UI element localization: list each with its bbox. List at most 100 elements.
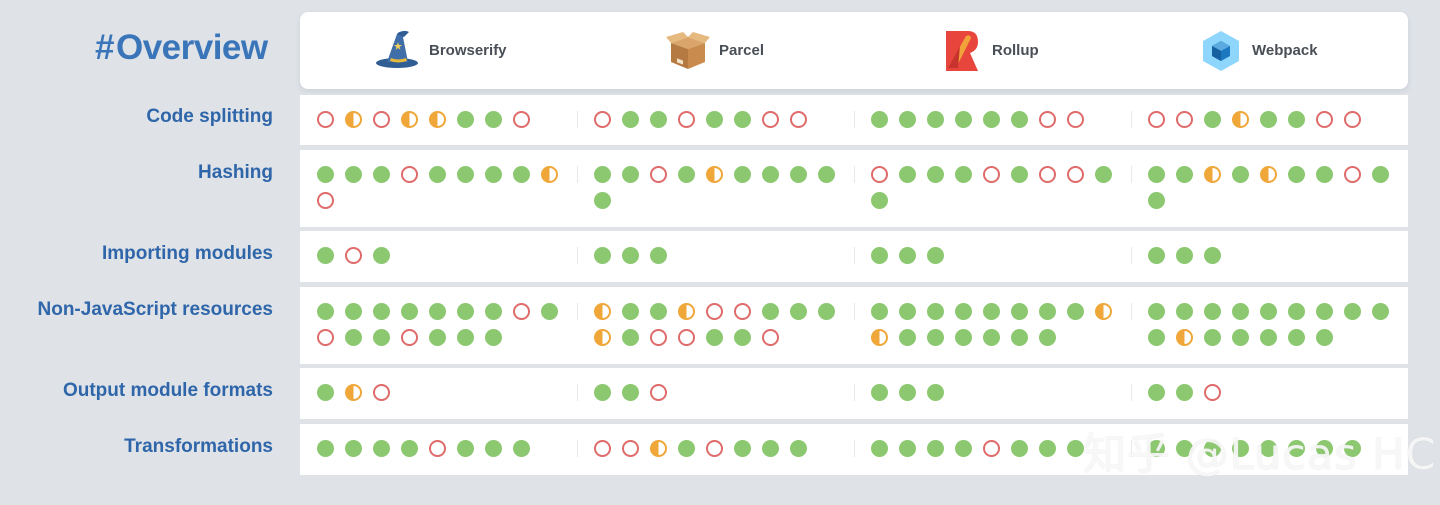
supported-dot[interactable] — [1372, 303, 1389, 320]
supported-dot[interactable] — [1176, 384, 1193, 401]
supported-dot[interactable] — [345, 303, 362, 320]
supported-dot[interactable] — [927, 440, 944, 457]
supported-dot[interactable] — [955, 166, 972, 183]
unsupported-dot[interactable] — [373, 111, 390, 128]
supported-dot[interactable] — [1095, 166, 1112, 183]
unsupported-dot[interactable] — [678, 111, 695, 128]
supported-dot[interactable] — [734, 329, 751, 346]
partial-dot[interactable] — [706, 166, 723, 183]
supported-dot[interactable] — [1067, 303, 1084, 320]
supported-dot[interactable] — [594, 192, 611, 209]
supported-dot[interactable] — [1039, 303, 1056, 320]
supported-dot[interactable] — [650, 111, 667, 128]
supported-dot[interactable] — [1176, 166, 1193, 183]
unsupported-dot[interactable] — [871, 166, 888, 183]
unsupported-dot[interactable] — [983, 440, 1000, 457]
supported-dot[interactable] — [871, 247, 888, 264]
partial-dot[interactable] — [650, 440, 667, 457]
unsupported-dot[interactable] — [622, 440, 639, 457]
partial-dot[interactable] — [871, 329, 888, 346]
supported-dot[interactable] — [622, 384, 639, 401]
unsupported-dot[interactable] — [594, 440, 611, 457]
supported-dot[interactable] — [1372, 166, 1389, 183]
supported-dot[interactable] — [1148, 384, 1165, 401]
unsupported-dot[interactable] — [513, 111, 530, 128]
supported-dot[interactable] — [1039, 329, 1056, 346]
supported-dot[interactable] — [457, 166, 474, 183]
supported-dot[interactable] — [762, 440, 779, 457]
tool-browserify[interactable]: Browserify — [375, 12, 507, 89]
tool-parcel[interactable]: Parcel — [665, 12, 764, 89]
unsupported-dot[interactable] — [983, 166, 1000, 183]
supported-dot[interactable] — [1232, 440, 1249, 457]
supported-dot[interactable] — [1148, 329, 1165, 346]
supported-dot[interactable] — [373, 440, 390, 457]
supported-dot[interactable] — [401, 303, 418, 320]
supported-dot[interactable] — [429, 329, 446, 346]
supported-dot[interactable] — [1011, 329, 1028, 346]
supported-dot[interactable] — [1011, 303, 1028, 320]
partial-dot[interactable] — [1176, 329, 1193, 346]
supported-dot[interactable] — [373, 303, 390, 320]
unsupported-dot[interactable] — [706, 440, 723, 457]
supported-dot[interactable] — [1260, 329, 1277, 346]
supported-dot[interactable] — [734, 440, 751, 457]
supported-dot[interactable] — [541, 303, 558, 320]
tool-webpack[interactable]: Webpack — [1198, 12, 1318, 89]
supported-dot[interactable] — [1316, 440, 1333, 457]
supported-dot[interactable] — [594, 384, 611, 401]
supported-dot[interactable] — [622, 247, 639, 264]
supported-dot[interactable] — [1316, 166, 1333, 183]
supported-dot[interactable] — [899, 329, 916, 346]
supported-dot[interactable] — [899, 440, 916, 457]
unsupported-dot[interactable] — [594, 111, 611, 128]
unsupported-dot[interactable] — [762, 111, 779, 128]
supported-dot[interactable] — [1148, 303, 1165, 320]
supported-dot[interactable] — [678, 166, 695, 183]
supported-dot[interactable] — [345, 329, 362, 346]
unsupported-dot[interactable] — [650, 384, 667, 401]
supported-dot[interactable] — [871, 303, 888, 320]
tool-rollup[interactable]: Rollup — [938, 12, 1039, 89]
unsupported-dot[interactable] — [317, 329, 334, 346]
unsupported-dot[interactable] — [1039, 166, 1056, 183]
unsupported-dot[interactable] — [1344, 166, 1361, 183]
supported-dot[interactable] — [762, 303, 779, 320]
supported-dot[interactable] — [927, 303, 944, 320]
supported-dot[interactable] — [927, 166, 944, 183]
supported-dot[interactable] — [1204, 303, 1221, 320]
supported-dot[interactable] — [1288, 329, 1305, 346]
supported-dot[interactable] — [317, 440, 334, 457]
unsupported-dot[interactable] — [650, 329, 667, 346]
supported-dot[interactable] — [1288, 440, 1305, 457]
partial-dot[interactable] — [1260, 166, 1277, 183]
supported-dot[interactable] — [871, 384, 888, 401]
supported-dot[interactable] — [1260, 440, 1277, 457]
unsupported-dot[interactable] — [317, 111, 334, 128]
unsupported-dot[interactable] — [513, 303, 530, 320]
supported-dot[interactable] — [1011, 440, 1028, 457]
supported-dot[interactable] — [899, 247, 916, 264]
supported-dot[interactable] — [790, 303, 807, 320]
unsupported-dot[interactable] — [706, 303, 723, 320]
supported-dot[interactable] — [373, 247, 390, 264]
unsupported-dot[interactable] — [650, 166, 667, 183]
partial-dot[interactable] — [1095, 303, 1112, 320]
partial-dot[interactable] — [594, 303, 611, 320]
supported-dot[interactable] — [594, 166, 611, 183]
supported-dot[interactable] — [429, 303, 446, 320]
supported-dot[interactable] — [1204, 329, 1221, 346]
supported-dot[interactable] — [1260, 303, 1277, 320]
supported-dot[interactable] — [429, 166, 446, 183]
supported-dot[interactable] — [927, 111, 944, 128]
supported-dot[interactable] — [762, 166, 779, 183]
partial-dot[interactable] — [541, 166, 558, 183]
supported-dot[interactable] — [899, 384, 916, 401]
supported-dot[interactable] — [1316, 303, 1333, 320]
supported-dot[interactable] — [457, 329, 474, 346]
unsupported-dot[interactable] — [1204, 384, 1221, 401]
supported-dot[interactable] — [1288, 166, 1305, 183]
partial-dot[interactable] — [678, 303, 695, 320]
supported-dot[interactable] — [1232, 166, 1249, 183]
supported-dot[interactable] — [1316, 329, 1333, 346]
